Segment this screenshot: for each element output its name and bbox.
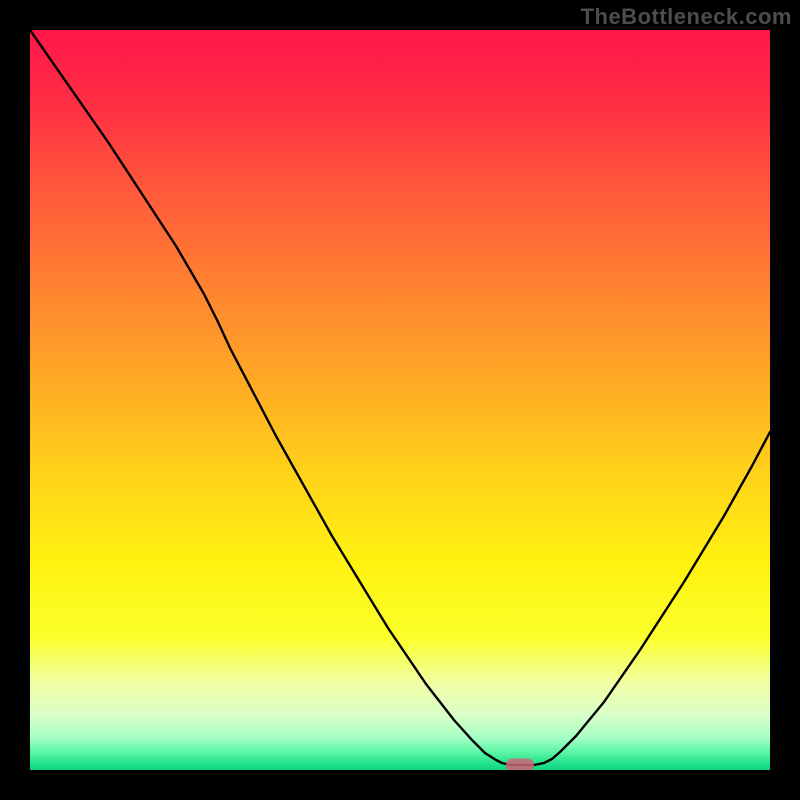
bottleneck-chart: [0, 0, 800, 800]
optimal-marker: [506, 759, 534, 772]
plot-background: [30, 30, 770, 770]
watermark-label: TheBottleneck.com: [581, 4, 792, 30]
chart-stage: TheBottleneck.com: [0, 0, 800, 800]
